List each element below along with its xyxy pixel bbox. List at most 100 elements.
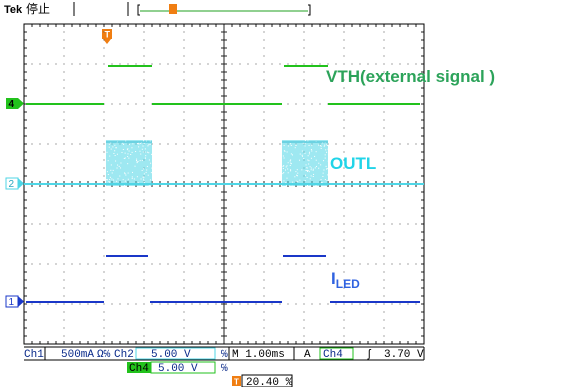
ch2-noise-dot <box>303 158 304 159</box>
record-trigger-marker <box>169 4 177 14</box>
ch2-noise-dot <box>123 144 124 145</box>
ch2-noise-dot <box>124 185 125 186</box>
ch2-noise-dot <box>282 173 283 174</box>
status-bar-row2: Ch4 5.00 V ℅ <box>127 362 228 375</box>
ch2-noise-dot <box>305 175 306 176</box>
ch2-noise-dot <box>299 180 300 181</box>
ch2-noise-dot <box>148 175 149 176</box>
ch2-noise-dot <box>313 174 314 175</box>
ch2-noise-dot <box>307 140 308 141</box>
ch1-label: Ch1 <box>24 349 44 361</box>
ch1-ground-marker: 1 <box>6 296 24 308</box>
ch2-noise-dot <box>143 176 144 177</box>
ch2-noise-dot <box>308 155 309 156</box>
ch2-noise-dot <box>323 173 324 174</box>
ch2-noise-dot <box>315 167 316 168</box>
ch2-noise-dot <box>135 166 136 167</box>
ch4-suffix-icon: ℅ <box>221 363 228 375</box>
ch2-noise-dot <box>311 149 312 150</box>
ch2-noise-dot <box>146 172 147 173</box>
ch2-noise-dot <box>309 152 310 153</box>
ch2-noise-dot <box>297 173 298 174</box>
ch2-noise-dot <box>113 180 114 181</box>
ch2-noise-dot <box>297 181 298 182</box>
ch2-noise-dot <box>302 156 303 157</box>
ch2-noise-dot <box>125 153 126 154</box>
ch2-noise-dot <box>123 179 124 180</box>
ch2-noise-dot <box>151 168 152 169</box>
ch2-noise-dot <box>117 154 118 155</box>
ch2-noise-dot <box>143 146 144 147</box>
vth-annotation: VTH(external signal ) <box>326 67 495 86</box>
ch2-ground-marker: 2 <box>6 178 24 190</box>
ch2-noise-dot <box>323 170 324 171</box>
ch2-noise-dot <box>147 152 148 153</box>
ch2-noise-dot <box>145 155 146 156</box>
ch2-noise-dot <box>110 170 111 171</box>
ch2-noise-dot <box>311 151 312 152</box>
ch2-noise-dot <box>114 150 115 151</box>
ch2-noise-dot <box>305 145 306 146</box>
ch2-noise-dot <box>323 160 324 161</box>
ch2-noise-dot <box>110 177 111 178</box>
ch2-noise-dot <box>143 152 144 153</box>
status-bar: Ch1 500mA Ω℅ Ch2 5.00 V ℅ M 1.00ms A Ch4… <box>24 347 424 361</box>
ch4-scale: 5.00 V <box>158 363 198 375</box>
ch2-noise-dot <box>128 158 129 159</box>
ch2-noise-dot <box>112 172 113 173</box>
ch2-noise-dot <box>111 149 112 150</box>
ch2-noise-dot <box>291 153 292 154</box>
ch2-noise-dot <box>151 154 152 155</box>
ch2-noise-dot <box>296 175 297 176</box>
ch2-noise-dot <box>311 167 312 168</box>
ch2-noise-dot <box>290 170 291 171</box>
ch2-noise-dot <box>311 169 312 170</box>
ch2-noise-dot <box>287 165 288 166</box>
ch2-noise-dot <box>283 155 284 156</box>
ch2-noise-dot <box>145 148 146 149</box>
ch2-noise-dot <box>311 145 312 146</box>
ch2-noise-dot <box>112 146 113 147</box>
ch2-suffix-icon: ℅ <box>221 349 228 361</box>
ch2-noise-dot <box>142 170 143 171</box>
ch2-noise-dot <box>284 145 285 146</box>
ch2-noise-dot <box>149 159 150 160</box>
ch2-noise-dot <box>283 166 284 167</box>
ch2-noise-dot <box>144 173 145 174</box>
ch2-noise-dot <box>111 178 112 179</box>
ch2-noise-dot <box>127 148 128 149</box>
ch2-noise-dot <box>290 143 291 144</box>
ch2-noise-dot <box>284 157 285 158</box>
timebase: M 1.00ms <box>232 349 285 361</box>
ch2-noise-dot <box>108 174 109 175</box>
ch2-noise-dot <box>115 155 116 156</box>
ch2-noise-dot <box>307 170 308 171</box>
ch2-noise-dot <box>140 154 141 155</box>
ch2-noise-dot <box>146 170 147 171</box>
ch2-noise-dot <box>150 144 151 145</box>
ch2-noise-dot <box>142 149 143 150</box>
ch2-noise-dot <box>142 160 143 161</box>
ch2-noise-dot <box>316 166 317 167</box>
ch2-noise-dot <box>132 152 133 153</box>
ch2-noise-dot <box>108 160 109 161</box>
acquisition-mode: A <box>304 349 311 361</box>
ch2-noise-dot <box>132 143 133 144</box>
ch2-noise-dot <box>297 175 298 176</box>
svg-text:1: 1 <box>9 297 15 308</box>
ch2-noise-dot <box>305 143 306 144</box>
ch2-noise-dot <box>109 147 110 148</box>
trigger-position-icon: T <box>102 29 112 44</box>
ch2-noise-dot <box>120 167 121 168</box>
ch2-noise-dot <box>137 143 138 144</box>
trigger-percent: 20.40 % <box>246 377 293 387</box>
ch2-noise-dot <box>290 163 291 164</box>
ch2-noise-dot <box>316 160 317 161</box>
ch2-noise-dot <box>308 170 309 171</box>
outl-annotation: OUTL <box>330 154 376 173</box>
ch2-noise-dot <box>120 186 121 187</box>
ch2-noise-dot <box>147 145 148 146</box>
ch2-noise-dot <box>306 167 307 168</box>
ch1-scale: 500mA <box>61 349 94 361</box>
ch2-label: Ch2 <box>114 349 134 361</box>
